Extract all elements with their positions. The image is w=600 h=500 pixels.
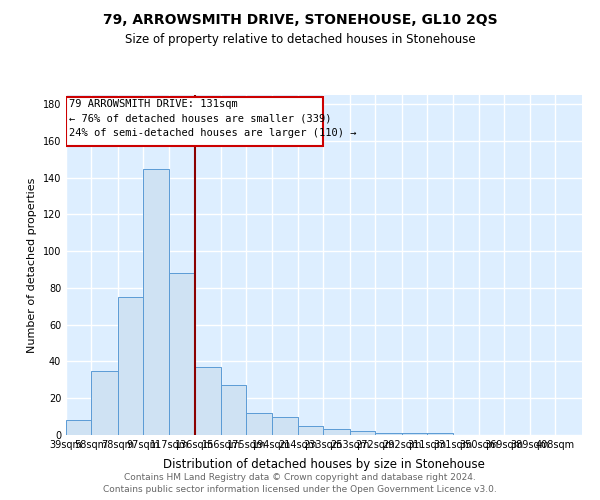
Bar bbox=[91, 370, 118, 435]
Bar bbox=[298, 426, 323, 435]
X-axis label: Distribution of detached houses by size in Stonehouse: Distribution of detached houses by size … bbox=[163, 458, 485, 471]
Bar bbox=[247, 413, 272, 435]
Bar bbox=[143, 168, 169, 435]
Text: Contains HM Land Registry data © Crown copyright and database right 2024.: Contains HM Land Registry data © Crown c… bbox=[124, 472, 476, 482]
Text: Contains public sector information licensed under the Open Government Licence v3: Contains public sector information licen… bbox=[103, 485, 497, 494]
Bar bbox=[221, 386, 247, 435]
Bar bbox=[272, 416, 298, 435]
Text: ← 76% of detached houses are smaller (339): ← 76% of detached houses are smaller (33… bbox=[68, 114, 331, 124]
Bar bbox=[401, 433, 427, 435]
Text: 24% of semi-detached houses are larger (110) →: 24% of semi-detached houses are larger (… bbox=[68, 128, 356, 138]
Text: 79, ARROWSMITH DRIVE, STONEHOUSE, GL10 2QS: 79, ARROWSMITH DRIVE, STONEHOUSE, GL10 2… bbox=[103, 12, 497, 26]
Bar bbox=[323, 430, 350, 435]
Y-axis label: Number of detached properties: Number of detached properties bbox=[27, 178, 37, 352]
Bar bbox=[427, 433, 454, 435]
Text: Size of property relative to detached houses in Stonehouse: Size of property relative to detached ho… bbox=[125, 32, 475, 46]
Bar bbox=[66, 420, 91, 435]
Bar bbox=[118, 297, 143, 435]
Bar bbox=[194, 367, 221, 435]
Bar bbox=[375, 433, 401, 435]
FancyBboxPatch shape bbox=[66, 97, 323, 146]
Text: 79 ARROWSMITH DRIVE: 131sqm: 79 ARROWSMITH DRIVE: 131sqm bbox=[68, 98, 238, 108]
Bar bbox=[169, 274, 194, 435]
Bar bbox=[350, 432, 375, 435]
